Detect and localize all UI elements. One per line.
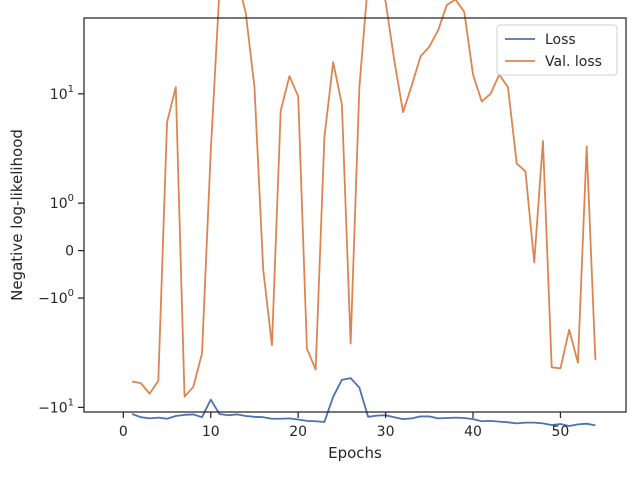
y-axis: −101−1000100101102	[38, 84, 84, 416]
legend-box	[496, 24, 618, 76]
legend: Loss Val. loss	[496, 24, 618, 76]
y-tick-label: 101	[50, 84, 74, 103]
legend-label-val-loss: Val. loss	[545, 54, 602, 70]
series-line-loss	[131, 377, 596, 427]
series-layer	[131, 0, 597, 427]
x-axis-label: Epochs	[328, 444, 382, 462]
x-tick-label: 50	[552, 424, 570, 440]
x-tick-label: 40	[464, 424, 482, 440]
x-tick-label: 0	[119, 424, 128, 440]
y-tick-label: −100	[38, 288, 74, 307]
y-tick-label: −101	[38, 397, 74, 416]
y-tick-label: 0	[65, 244, 74, 260]
legend-label-loss: Loss	[545, 32, 576, 48]
series-line-val-loss	[131, 0, 597, 398]
x-axis: 0 10 20 30 40 50	[119, 412, 569, 440]
plot-frame	[83, 17, 627, 413]
x-tick-label: 20	[289, 424, 307, 440]
y-axis-label: Negative log-likelihood	[8, 129, 26, 301]
y-tick-label: 100	[50, 193, 74, 212]
x-tick-label: 30	[377, 424, 395, 440]
x-tick-label: 10	[202, 424, 220, 440]
